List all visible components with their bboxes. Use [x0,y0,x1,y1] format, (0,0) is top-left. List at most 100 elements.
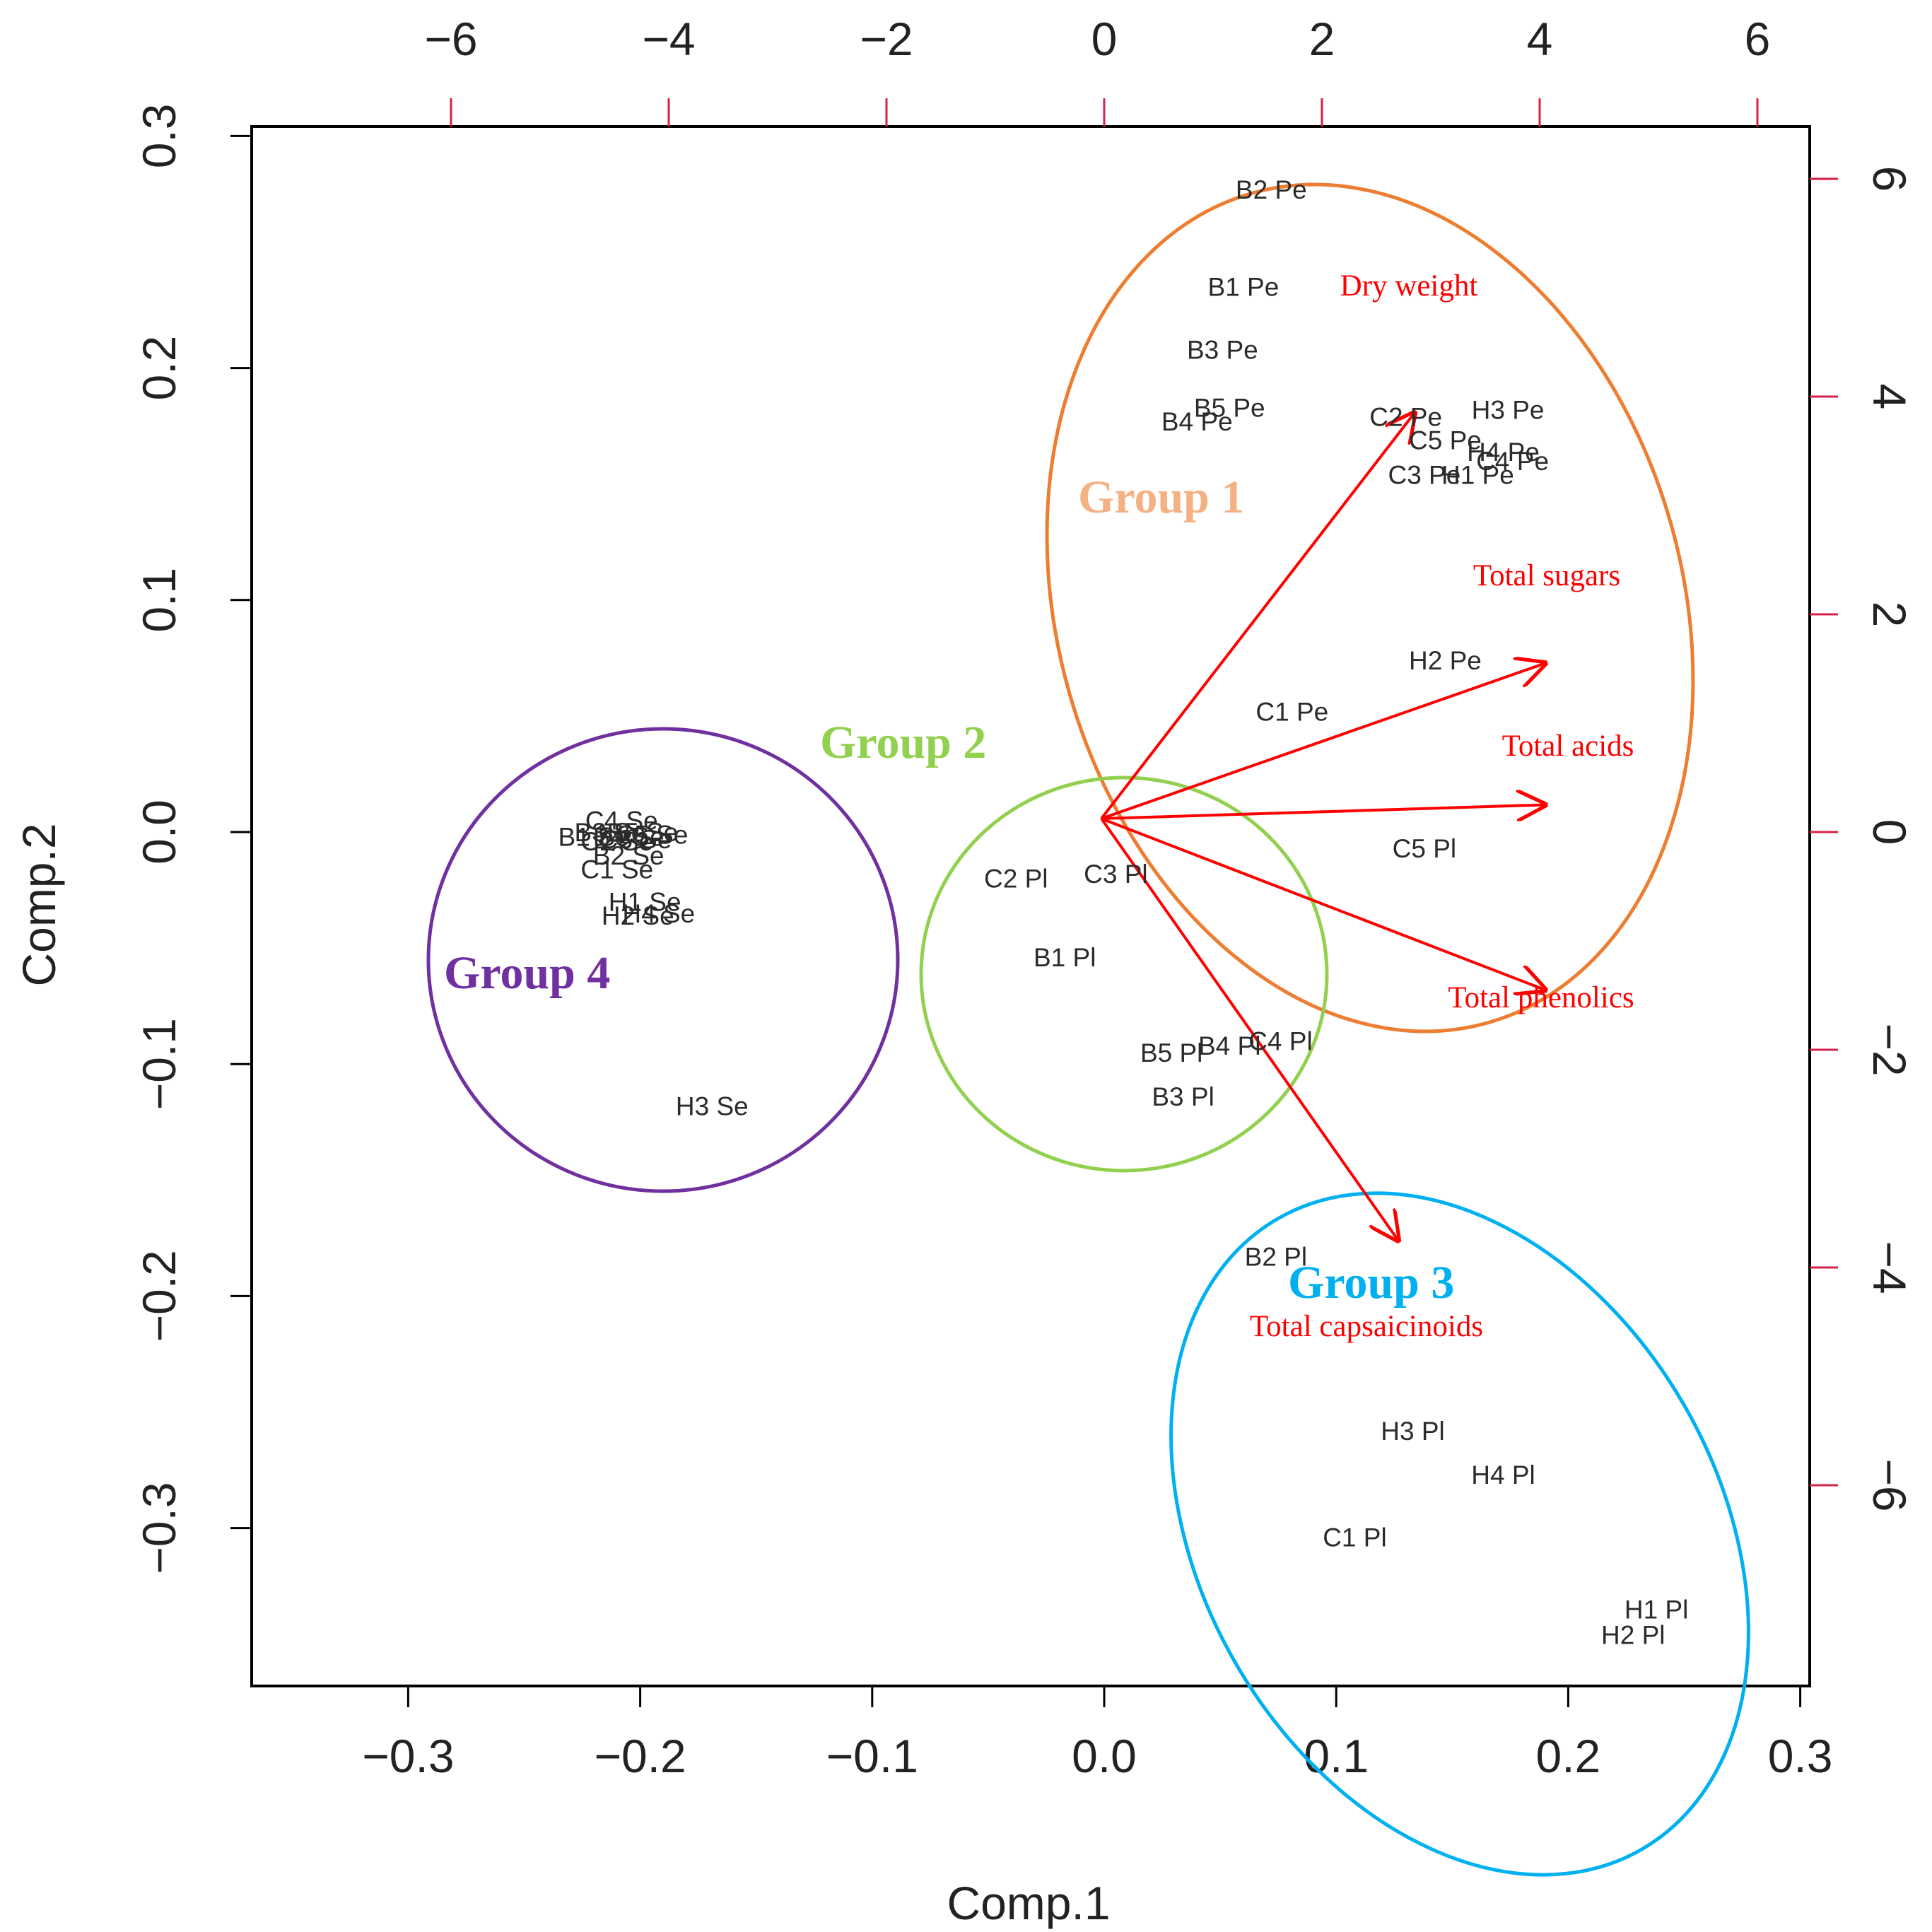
variable-label: Total phenolics [1448,981,1634,1014]
top-tick-label: −4 [642,13,695,65]
observation-label: H2 Pl [1601,1621,1665,1650]
bottom-tick-label: −0.3 [362,1730,454,1782]
left-y-axis: −0.3 −0.2 −0.1 0.0 0.1 0.2 0.3 [133,104,253,1574]
loading-arrows [1100,413,1545,1241]
left-tick-label: 0.3 [133,104,185,169]
bottom-tick-label: 0.2 [1536,1730,1601,1782]
right-tick-label: −6 [1863,1458,1916,1511]
top-tick-label: −6 [424,13,477,65]
observation-label: H2 Se [602,901,674,930]
observation-label: C3 Se [599,825,672,854]
right-y-axis: −6 −4 −2 0 2 4 6 [1810,166,1916,1512]
left-tick-label: 0.1 [133,568,185,633]
observation-label: C4 Pe [1476,447,1549,476]
observation-label: C4 Se [585,807,658,836]
top-x-axis: −6 −4 −2 0 2 4 6 [424,13,1770,127]
top-tick-label: 4 [1527,13,1553,65]
bottom-tick-label: 0.0 [1072,1730,1137,1782]
top-tick-label: 6 [1745,13,1771,65]
observation-label: H3 Se [676,1091,749,1120]
observation-label: C5 Se [616,820,689,849]
observation-label: C2 Pl [984,865,1048,894]
observation-label: H4 Pe [1467,438,1540,467]
observation-label: B1 Se [558,823,630,852]
observation-label: C5 Pl [1393,834,1456,863]
observation-label: H1 Pe [1441,461,1514,490]
observation-label: B3 Pl [1152,1082,1214,1111]
left-tick-label: 0.2 [133,336,185,401]
observation-label: C2 Se [580,827,653,856]
loading-arrow [1100,817,1398,1241]
right-tick-label: 0 [1863,819,1916,845]
left-tick-label: −0.1 [133,1018,185,1110]
variable-labels: Dry weight Total sugars Total acids Total p… [1250,269,1634,1343]
observation-label: H1 Pl [1624,1595,1688,1624]
group-1-ellipse [1045,182,1695,1034]
loading-arrow [1101,805,1545,819]
observation-label: B5 Pe [1194,393,1265,422]
bottom-tick-label: −0.2 [594,1730,686,1782]
group-4-ellipse [426,727,900,1193]
right-tick-label: −2 [1863,1023,1916,1076]
top-tick-label: 2 [1309,13,1335,65]
observation-label: H4 Pl [1471,1460,1535,1489]
observation-label: B5 Pl [1140,1038,1202,1067]
right-tick-label: 6 [1863,166,1916,192]
observation-label: H3 Pe [1472,396,1545,425]
right-tick-label: 2 [1863,602,1916,628]
observation-label: H2 Pe [1409,646,1482,675]
loading-arrow [1100,413,1415,820]
variable-label: Total capsaicinoids [1250,1310,1483,1343]
observation-label: B3 Pe [1187,335,1258,364]
observation-label: B4 Se [593,823,665,852]
group-3-ellipse [1169,1191,1750,1877]
loading-arrow [1101,817,1545,990]
observation-label: C1 Se [580,855,653,884]
observation-label: H1 Se [609,887,681,916]
x-axis-title: Comp.1 [947,1877,1110,1929]
group-1-label: Group 1 [1078,472,1244,523]
observation-label: C3 Pe [1388,461,1460,490]
observation-label: C2 Pe [1369,403,1442,432]
axes: −0.3 −0.2 −0.1 0.0 0.1 0.2 0.3 −0.3 −0.2 −0.1 0.0… [13,13,1916,1929]
observation-label: H3 Pl [1381,1417,1444,1446]
group-ellipses [426,182,1750,1877]
right-tick-label: 4 [1863,384,1916,410]
group-2-ellipse [919,775,1329,1173]
observation-label: B3 Se [575,818,646,847]
observation-label: B2 Pl [1245,1243,1307,1272]
group-4-label: Group 4 [444,947,610,999]
observation-label: B5 Se [607,818,678,847]
observation-label: C1 Pe [1255,697,1328,726]
observation-label: B2 Se [593,841,665,870]
right-tick-label: −4 [1863,1241,1916,1294]
top-tick-label: −2 [860,13,913,65]
variable-label: Total acids [1502,730,1634,763]
variable-label: Total sugars [1473,559,1620,592]
loading-arrow [1101,663,1545,820]
left-tick-label: 0.0 [133,800,185,865]
bottom-x-axis: −0.3 −0.2 −0.1 0.0 0.1 0.2 0.3 [362,1685,1833,1782]
observation-label: B4 Pl [1198,1031,1260,1060]
y-axis-title: Comp.2 [13,823,65,986]
observation-label: B2 Pe [1236,175,1307,204]
left-tick-label: −0.3 [133,1482,185,1574]
observation-label: C3 Pl [1084,860,1147,889]
plot-frame [250,125,1811,1687]
observation-label: C4 Pl [1248,1026,1312,1055]
observation-label: B1 Pe [1208,273,1280,302]
observation-label: H4 Se [622,899,695,928]
bottom-tick-label: 0.3 [1768,1730,1833,1782]
observation-label: B1 Pl [1034,943,1096,972]
bottom-tick-label: −0.1 [826,1730,918,1782]
variable-label: Dry weight [1340,269,1478,303]
group-2-label: Group 2 [820,717,986,768]
group-3-label: Group 3 [1288,1257,1454,1309]
top-tick-label: 0 [1091,13,1118,65]
observation-label: C5 Pe [1409,426,1482,455]
left-tick-label: −0.2 [133,1250,185,1342]
observation-label: C1 Pl [1323,1523,1386,1552]
group-labels: Group 1 Group 2 Group 3 Group 4 [444,472,1454,1309]
